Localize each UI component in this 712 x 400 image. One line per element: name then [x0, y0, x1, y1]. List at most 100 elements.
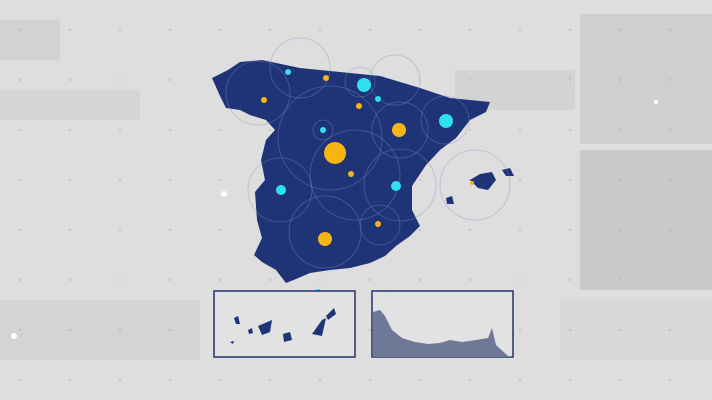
cyan-station-dot	[276, 185, 286, 195]
coverage-rings	[225, 37, 511, 269]
grid-dot	[619, 229, 621, 231]
background-panel	[0, 90, 140, 120]
grid-dot	[519, 379, 521, 381]
grid-dot	[19, 329, 21, 331]
grid-dot	[619, 179, 621, 181]
grid-dot	[69, 129, 71, 131]
grid-dot	[119, 279, 121, 281]
grid-dot	[169, 79, 171, 81]
grid-dot	[569, 129, 571, 131]
grid-dot	[169, 129, 171, 131]
grid-dot	[519, 79, 521, 81]
grid-dot	[469, 279, 471, 281]
grid-dot	[19, 279, 21, 281]
grid-dot	[569, 29, 571, 31]
yellow-station-dot	[348, 171, 354, 177]
grid-dot	[619, 379, 621, 381]
cyan-station-dot	[375, 96, 381, 102]
coverage-ring	[344, 66, 376, 98]
inset-ceuta-melilla	[371, 290, 514, 358]
coverage-ring	[359, 204, 401, 246]
coverage-ring	[247, 157, 313, 223]
grid-dot	[519, 179, 521, 181]
yellow-station-dot	[356, 103, 362, 109]
grid-dot	[469, 229, 471, 231]
coverage-ring	[439, 149, 511, 221]
grid-dot	[219, 129, 221, 131]
background-panel	[0, 20, 60, 60]
grid-dot	[419, 79, 421, 81]
grid-dot	[519, 129, 521, 131]
grid-dot	[569, 329, 571, 331]
light-dot	[654, 100, 658, 104]
grid-dot	[669, 29, 671, 31]
grid-dot	[669, 279, 671, 281]
grid-dot	[419, 179, 421, 181]
grid-dot	[569, 379, 571, 381]
inset-canary-islands	[213, 290, 356, 358]
grid-dot	[369, 379, 371, 381]
light-dot	[11, 333, 17, 339]
grid-dot	[69, 29, 71, 31]
grid-dot	[269, 279, 271, 281]
grid-dot	[69, 279, 71, 281]
grid-dot	[119, 29, 121, 31]
coverage-ring	[363, 148, 437, 222]
yellow-station-dot	[470, 181, 474, 185]
grid-dot	[219, 279, 221, 281]
grid-dot	[269, 379, 271, 381]
yellow-station-dot	[318, 232, 332, 246]
grid-dot	[619, 279, 621, 281]
grid-dot	[469, 129, 471, 131]
grid-dot	[119, 229, 121, 231]
yellow-station-dot	[375, 221, 381, 227]
balearic-islands	[446, 168, 514, 204]
cyan-station-dot	[320, 127, 326, 133]
grid-dot	[519, 29, 521, 31]
grid-dot	[119, 379, 121, 381]
grid-dot	[69, 329, 71, 331]
background-panel	[560, 300, 712, 360]
grid-dot	[169, 329, 171, 331]
grid-dot	[69, 79, 71, 81]
grid-dot	[669, 379, 671, 381]
grid-dot	[19, 179, 21, 181]
grid-dot	[419, 29, 421, 31]
grid-dot	[369, 29, 371, 31]
grid-dot	[19, 29, 21, 31]
coverage-ring	[277, 85, 383, 191]
grid-dot	[669, 79, 671, 81]
coverage-ring	[225, 60, 291, 126]
background-panel	[580, 150, 712, 290]
grid-dot	[419, 279, 421, 281]
grid-dot	[319, 279, 321, 281]
background-panel	[580, 14, 712, 144]
grid-dot	[219, 229, 221, 231]
light-dot	[221, 191, 227, 197]
grid-dot	[569, 229, 571, 231]
grid-dot	[519, 229, 521, 231]
grid-dot	[569, 279, 571, 281]
yellow-station-dot	[261, 97, 267, 103]
grid-dot	[169, 29, 171, 31]
grid-dot	[169, 379, 171, 381]
grid-dot	[619, 129, 621, 131]
grid-dot	[369, 329, 371, 331]
grid-dot	[119, 79, 121, 81]
yellow-station-dot	[323, 75, 329, 81]
grid-dot	[419, 229, 421, 231]
coverage-ring	[371, 101, 429, 159]
yellow-station-dot	[324, 142, 346, 164]
coverage-ring	[420, 95, 470, 145]
grid-dot	[19, 129, 21, 131]
grid-dot	[119, 129, 121, 131]
grid-dot	[669, 129, 671, 131]
yellow-station-dot	[392, 123, 406, 137]
grid-dot	[119, 329, 121, 331]
grid-dot	[669, 329, 671, 331]
cyan-station-dot	[391, 181, 401, 191]
grid-dot	[19, 79, 21, 81]
